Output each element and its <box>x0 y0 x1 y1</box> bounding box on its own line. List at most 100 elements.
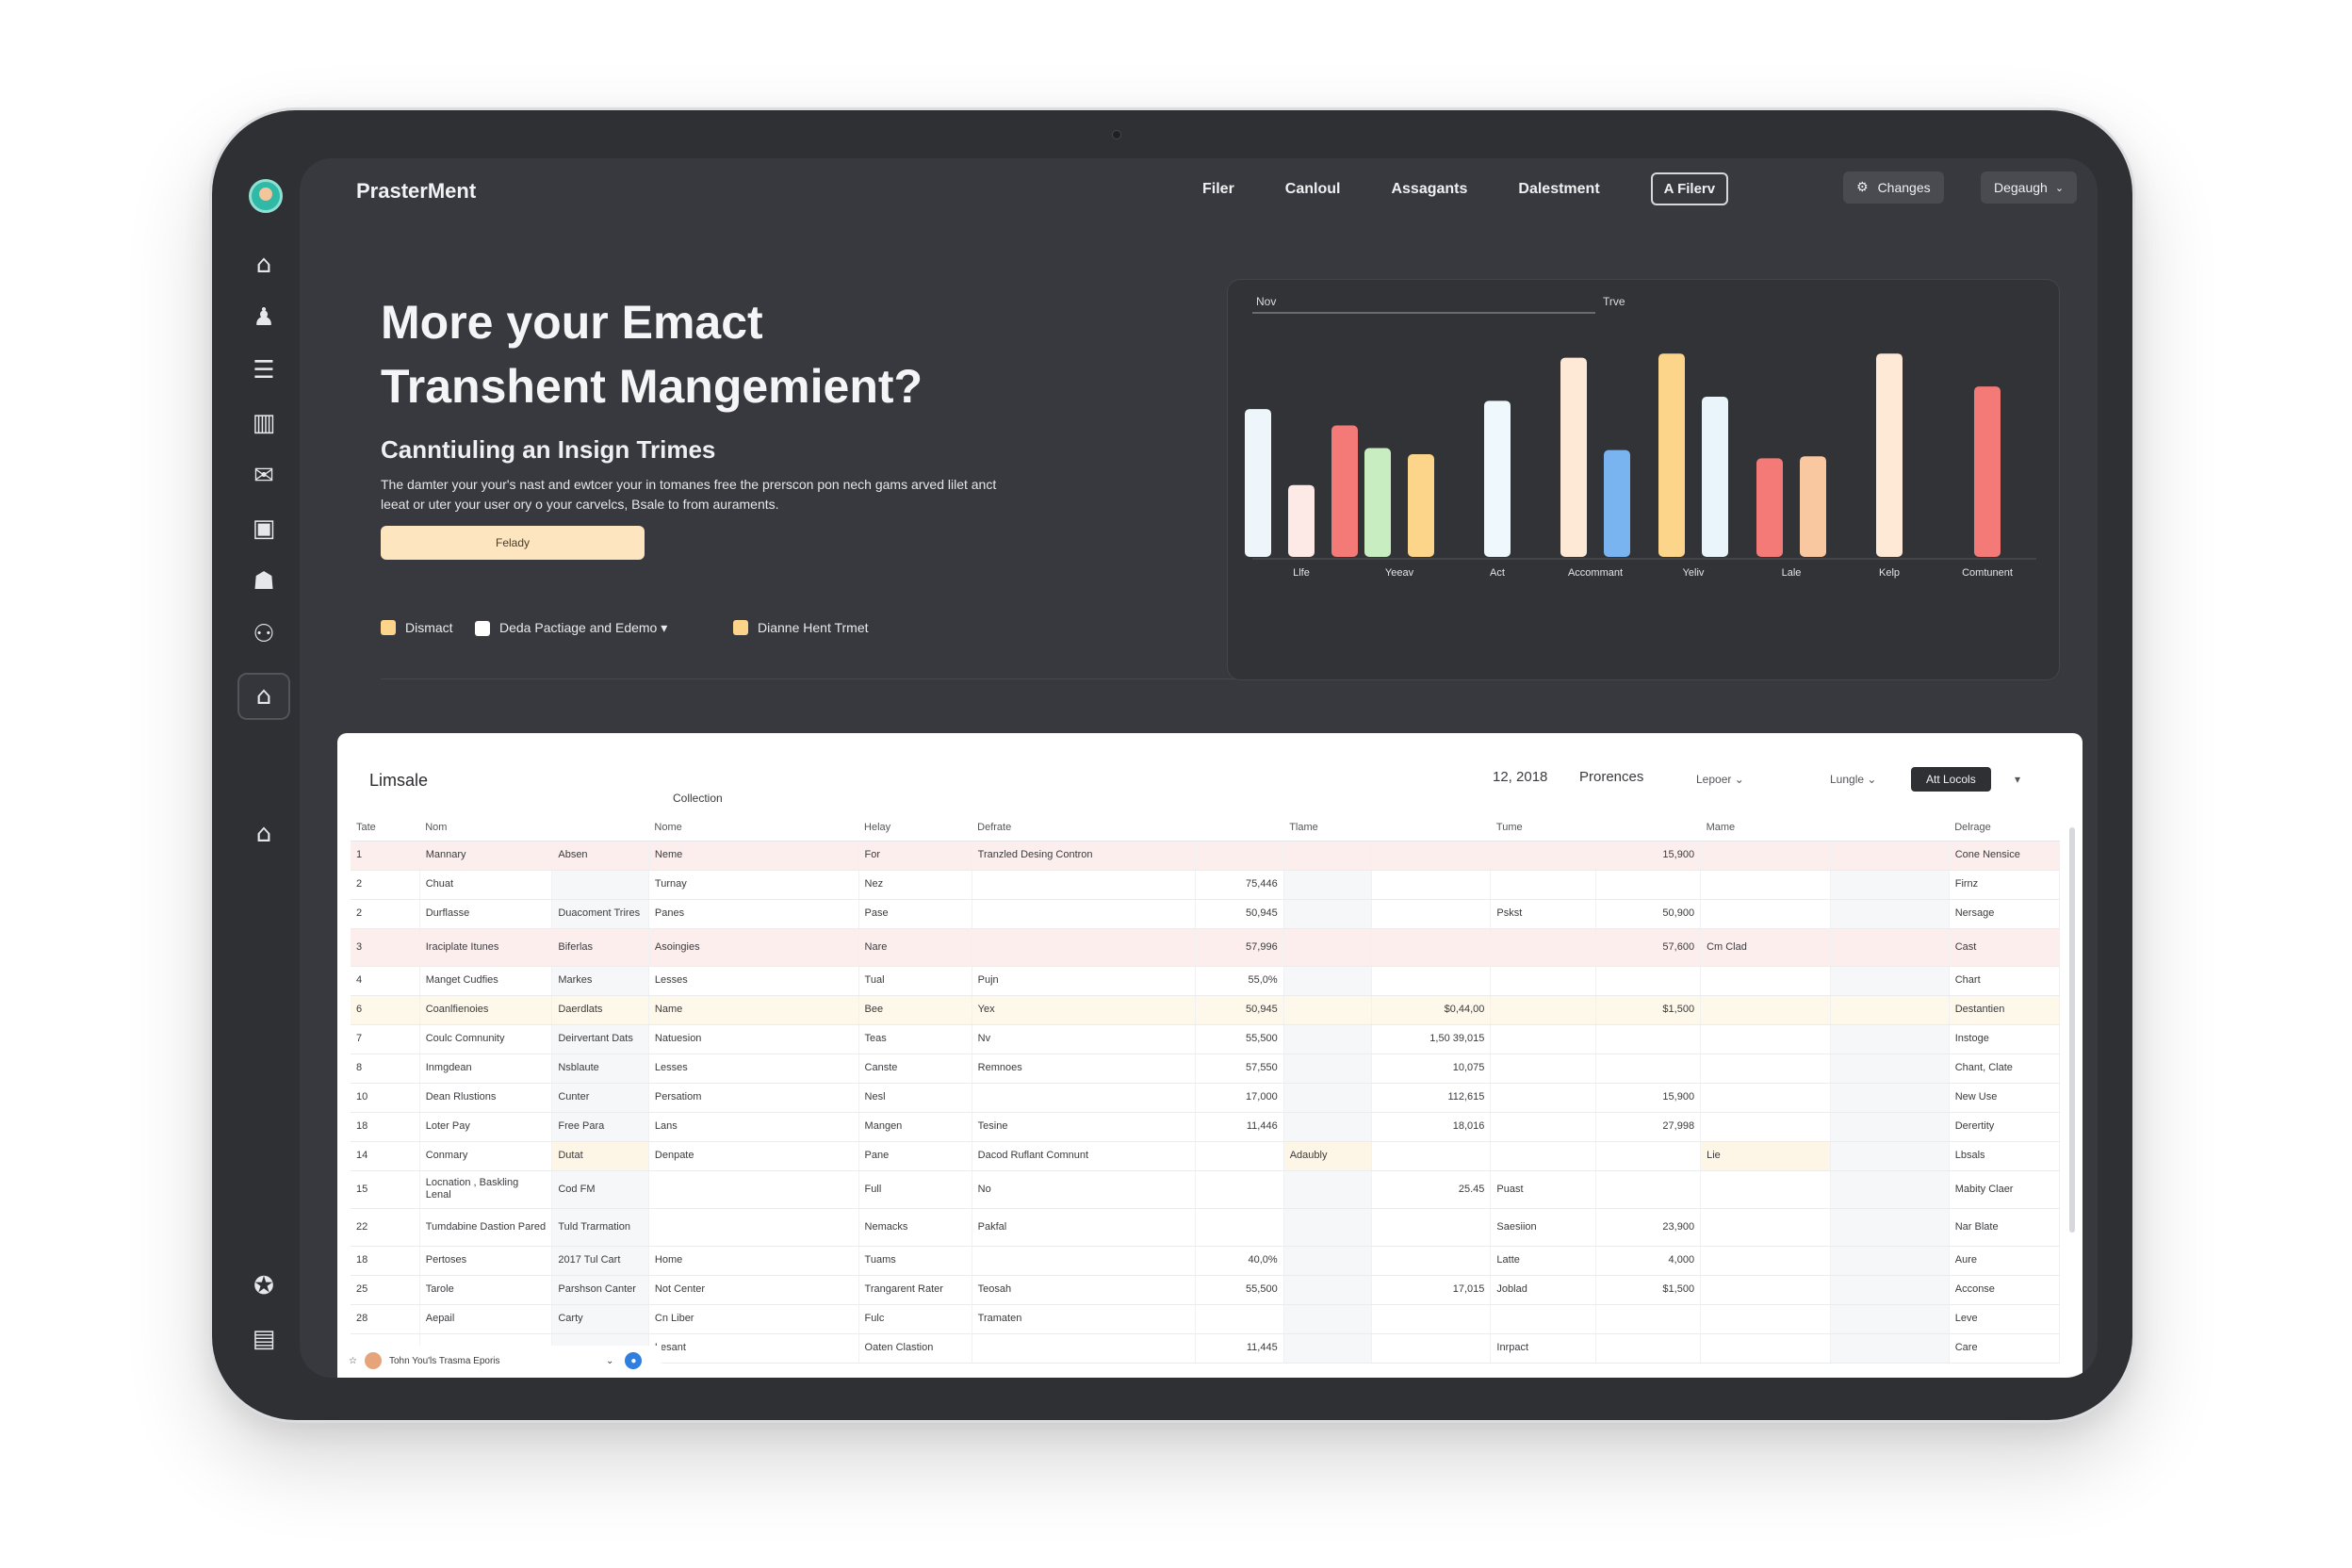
table-meta-prorences[interactable]: Prorences <box>1579 769 1644 785</box>
table-cell: 11,446 <box>1195 1112 1284 1142</box>
table-cell: Coulc Comnunity <box>419 1024 553 1054</box>
legend-checkbox[interactable] <box>475 620 490 636</box>
chart-bar[interactable] <box>1560 357 1587 557</box>
settings-icon[interactable]: ✪ <box>253 1272 274 1300</box>
column-header[interactable]: Mame <box>1700 814 1831 841</box>
table-row[interactable]: 1 Mannary Absen Neme For Tranzled Desing Cont… <box>351 841 2061 871</box>
column-header[interactable]: Helay <box>858 814 972 841</box>
column-header[interactable]: Nome <box>648 814 859 841</box>
network-icon[interactable]: ⚇ <box>253 620 275 648</box>
mail-icon[interactable]: ✉ <box>253 462 274 490</box>
table-row[interactable]: 7 Coulc Comnunity Deirvertant Dats Natuesio… <box>351 1024 2061 1054</box>
table-cell: Oaten Clastion <box>858 1333 972 1364</box>
chart-bar[interactable] <box>1974 386 2001 557</box>
column-header[interactable] <box>1195 814 1284 841</box>
table-row[interactable]: 4 Manget Cudfies Markes Lesses Tual Pujn 55,0%… <box>351 966 2061 996</box>
table-row[interactable]: 2 Chuat Turnay Nez 75,446 Firnz <box>351 870 2061 900</box>
changes-label: Changes <box>1877 180 1931 195</box>
chevron-down-icon[interactable]: ▾ <box>2015 773 2021 786</box>
home-icon[interactable]: ⌂ <box>255 251 272 279</box>
table-cell <box>1830 870 1950 900</box>
chart-bar[interactable] <box>1800 456 1826 557</box>
chart-bar[interactable] <box>1876 353 1903 557</box>
table-filter-lepoer[interactable]: Lepoer ⌄ <box>1696 773 1744 786</box>
star-icon[interactable]: ☆ <box>349 1355 357 1366</box>
chart-bar[interactable] <box>1288 484 1315 557</box>
table-cell: 25.45 <box>1371 1170 1492 1209</box>
table-filter-lungle[interactable]: Lungle ⌄ <box>1830 773 1877 786</box>
column-header[interactable] <box>1830 814 1950 841</box>
table-cell: 17,015 <box>1371 1275 1492 1305</box>
user-dropdown[interactable]: Degaugh ⌄ <box>1981 172 2078 204</box>
cta-button[interactable]: Felady <box>381 526 645 560</box>
column-header[interactable]: Tlame <box>1283 814 1372 841</box>
table-row[interactable]: 28 Aepail Carty Cn Liber Fulc Tramaten Leve <box>351 1304 2061 1334</box>
building-icon[interactable]: ⌂ <box>237 673 290 720</box>
chart-bar[interactable] <box>1702 396 1728 557</box>
table-cell <box>1283 1083 1373 1113</box>
column-header[interactable]: Defrate <box>972 814 1196 841</box>
chart-bar[interactable] <box>1408 454 1434 557</box>
column-header[interactable] <box>551 814 649 841</box>
list-icon[interactable]: ☰ <box>253 356 275 384</box>
books-icon[interactable]: ▥ <box>252 409 276 437</box>
report-icon[interactable]: ▣ <box>252 514 276 543</box>
table-cell: New Use <box>1949 1083 2061 1113</box>
team-icon[interactable]: ☗ <box>253 567 275 596</box>
table-row[interactable]: 22 Tumdabine Dastion Pared Tuld Trarmation… <box>351 1208 2061 1247</box>
table-cell <box>1830 1275 1950 1305</box>
table-row[interactable]: 6 Coanlfienoies Daerdlats Name Bee Yex 50,945 $… <box>351 995 2061 1025</box>
chart-bar[interactable] <box>1658 353 1685 557</box>
table-cell <box>1283 1304 1373 1334</box>
table-cell: Denpate <box>648 1141 859 1171</box>
changes-button[interactable]: ⚙ Changes <box>1843 172 1944 204</box>
chart-tab-nov[interactable]: Nov <box>1256 295 1277 308</box>
table-row[interactable]: 18 Loter Pay Free Para Lans Mangen Tesine 11,4… <box>351 1112 2061 1142</box>
filter-button[interactable]: A Filerv <box>1650 172 1729 205</box>
table-row[interactable]: 14 Conmary Dutat Denpate Pane Dacod Ruflant C… <box>351 1141 2061 1171</box>
table-row[interactable]: 8 Inmgdean Nsblaute Lesses Canste Remnoes 57,5… <box>351 1054 2061 1084</box>
chevron-down-icon[interactable]: ⌄ <box>605 1355 614 1366</box>
nav-item-canloul[interactable]: Canloul <box>1284 181 1341 197</box>
chart-bar[interactable] <box>1364 448 1391 557</box>
chart-bar[interactable] <box>1245 409 1271 557</box>
chart-bar[interactable] <box>1604 449 1630 557</box>
table-cell <box>1830 899 1950 929</box>
nav-item-dalestment[interactable]: Dalestment <box>1518 181 1600 197</box>
table-row[interactable]: 10 Dean Rlustions Cunter Persatiom Nesl 17,00… <box>351 1083 2061 1113</box>
table-cell: Persatiom <box>648 1083 859 1113</box>
legend-item-dianne[interactable]: Dianne Hent Trmet <box>733 620 869 635</box>
table-cell <box>1490 928 1596 967</box>
house-icon[interactable]: ⌂ <box>255 820 272 848</box>
table-cell: 18,016 <box>1371 1112 1492 1142</box>
chart-bar[interactable] <box>1331 425 1358 557</box>
table-scrollbar[interactable] <box>2069 827 2075 1233</box>
notification-badge[interactable]: ● <box>625 1352 643 1369</box>
table-row[interactable]: 25 Tarole Parshson Canter Not Center Trangar… <box>351 1275 2061 1305</box>
archive-icon[interactable]: ▤ <box>252 1325 276 1353</box>
table-row[interactable]: 3 Iraciplate Itunes Biferlas Asoingies Nare 5… <box>351 928 2061 967</box>
table-row[interactable]: 2 Durflasse Duacoment Trires Panes Pase 50,94… <box>351 899 2061 929</box>
column-header[interactable]: Delrage <box>1949 814 2060 841</box>
column-header[interactable]: Tate <box>351 814 420 841</box>
column-header[interactable] <box>1595 814 1701 841</box>
chart-bar[interactable] <box>1756 458 1783 557</box>
column-header[interactable]: Nom <box>419 814 552 841</box>
all-locals-button[interactable]: Att Locols <box>1911 767 1991 792</box>
legend-item-dismact[interactable]: Dismact <box>381 620 453 635</box>
table-cell: Aepail <box>419 1304 553 1334</box>
column-header[interactable] <box>1371 814 1491 841</box>
chart-tab-trve[interactable]: Trve <box>1603 295 1625 308</box>
users-icon[interactable]: ♟ <box>253 303 275 332</box>
table-cell <box>1195 1170 1284 1209</box>
chart-bar[interactable] <box>1484 400 1511 557</box>
table-cell: Cm Clad <box>1700 928 1831 967</box>
legend-item-deda[interactable]: Deda Pactiage and Edemo ▾ <box>475 620 667 636</box>
table-row[interactable]: 18 Pertoses 2017 Tul Cart Home Tuams 40,0% Lat… <box>351 1246 2061 1276</box>
column-header[interactable]: Tume <box>1490 814 1596 841</box>
table-row[interactable]: 15 Locnation , Baskling Lenal Cod FM Full No… <box>351 1170 2061 1209</box>
table-cell: 4 <box>351 966 420 996</box>
user-avatar[interactable] <box>249 179 283 213</box>
nav-item-filer[interactable]: Filer <box>1202 181 1234 197</box>
nav-item-assagants[interactable]: Assagants <box>1391 181 1468 197</box>
